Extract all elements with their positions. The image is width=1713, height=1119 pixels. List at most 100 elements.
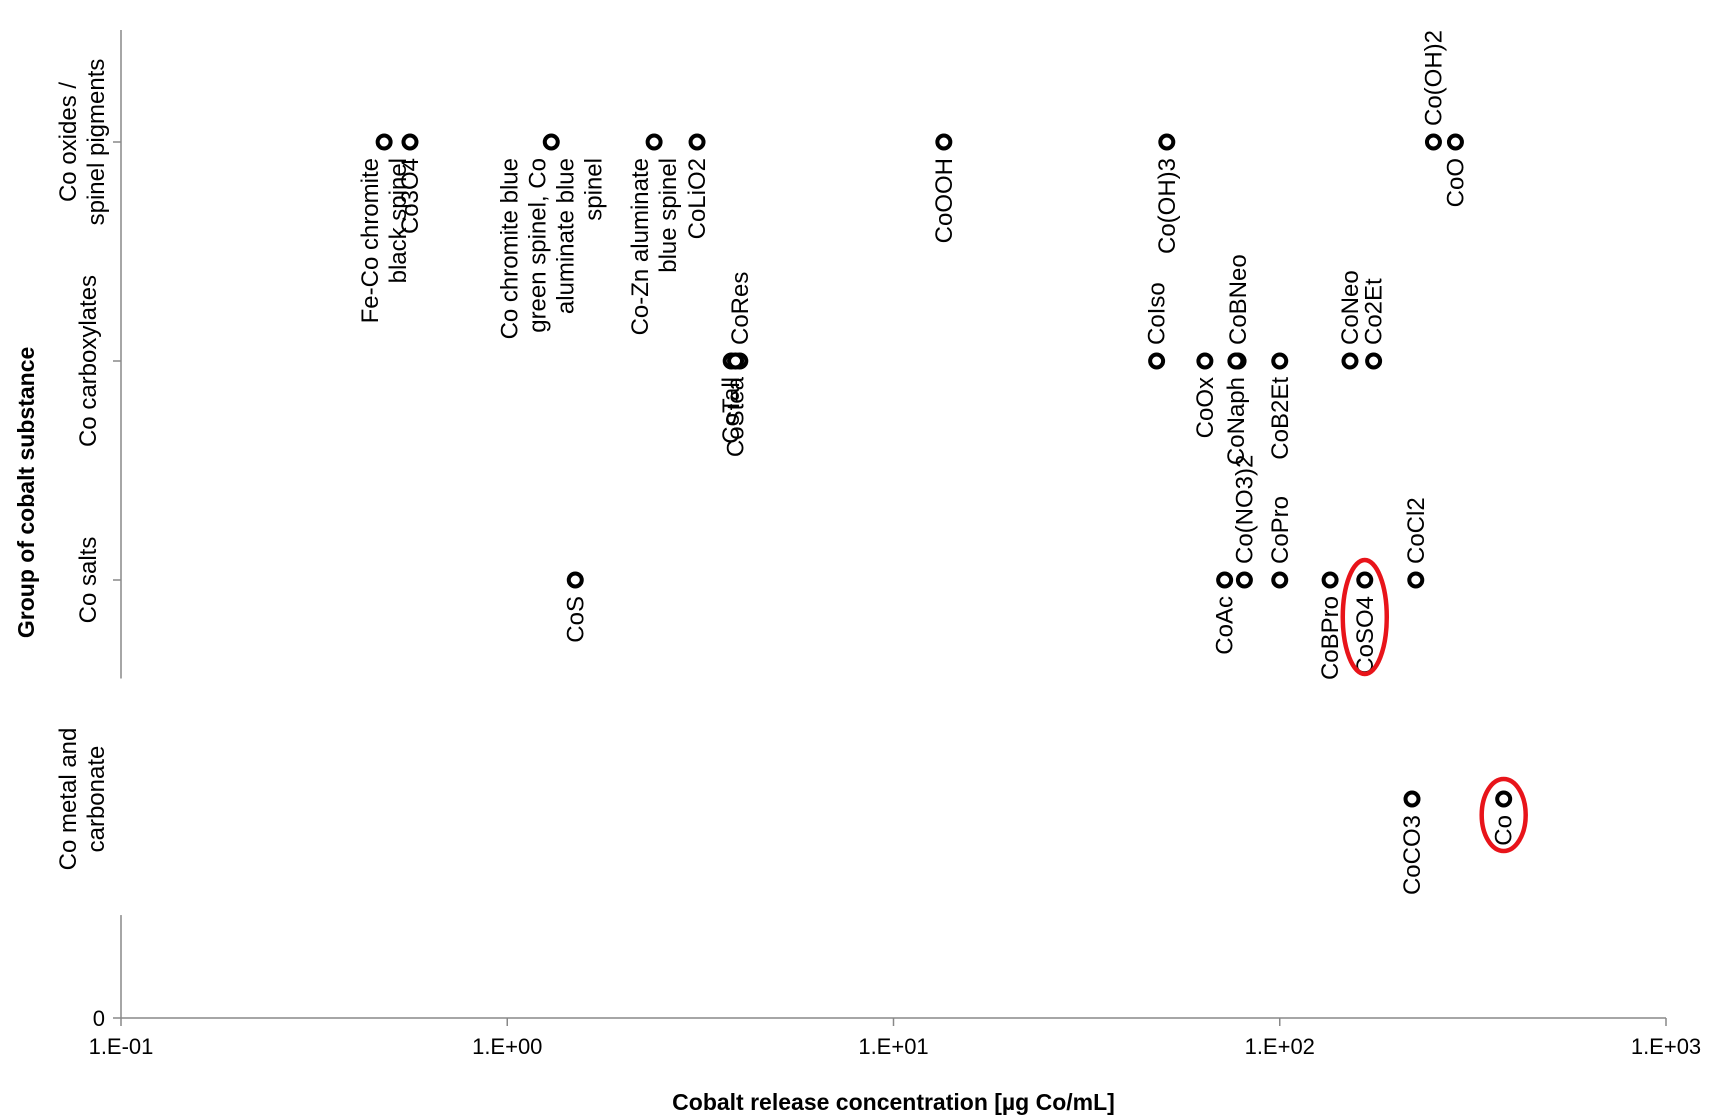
point-label-line: CoNeo xyxy=(1337,270,1364,345)
point-label-line: CoS xyxy=(562,596,589,643)
point-label: Co(OH)3 xyxy=(1154,158,1181,254)
point-label-line: green spinel, Co xyxy=(524,158,551,333)
data-point xyxy=(1216,571,1234,589)
point-label-line: CoCl2 xyxy=(1403,497,1430,564)
point-label-line: CoStea xyxy=(723,376,750,457)
point-label-line: spinel xyxy=(580,158,607,221)
highlight-ellipse xyxy=(1340,557,1390,677)
data-point xyxy=(1227,352,1245,370)
y-zero-label: 0 xyxy=(93,1006,105,1031)
point-label: Co(OH)2 xyxy=(1420,30,1447,126)
point-label: CoO xyxy=(1442,158,1469,207)
data-point xyxy=(688,133,706,151)
data-point xyxy=(1321,571,1339,589)
point-label-line: blue spinel xyxy=(655,158,682,273)
data-point xyxy=(1196,352,1214,370)
point-label-line: CoBPro xyxy=(1317,596,1344,680)
point-label-line: Co(OH)3 xyxy=(1154,158,1181,254)
point-label-line: CoNaph xyxy=(1223,377,1250,465)
point-label-line: Co2Et xyxy=(1361,278,1388,345)
point-label-line: CoO xyxy=(1442,158,1469,207)
point-label-line: Co chromite blue xyxy=(496,158,523,339)
data-point xyxy=(1407,571,1425,589)
point-label-line: Co(OH)2 xyxy=(1420,30,1447,126)
data-point xyxy=(1271,352,1289,370)
point-label: CoCl2 xyxy=(1403,497,1430,564)
data-point xyxy=(542,133,560,151)
point-label-line: CoLiO2 xyxy=(684,158,711,239)
point-label-line: CoTall xyxy=(718,377,745,444)
category-label-line: Co oxides / xyxy=(55,82,82,202)
point-label-line: Co-Zn aluminate xyxy=(627,158,654,335)
point-label: CoBNeo xyxy=(1225,254,1252,345)
point-label-line: CoAc xyxy=(1212,596,1239,655)
x-tick-label: 1.E-01 xyxy=(89,1034,154,1059)
data-point xyxy=(566,571,584,589)
data-point xyxy=(1365,352,1383,370)
data-point xyxy=(1446,133,1464,151)
point-label-line: black spinel xyxy=(385,158,412,283)
point-label-line: CoOOH xyxy=(931,158,958,243)
data-point xyxy=(401,133,419,151)
point-label-line: Fe-Co chromite xyxy=(357,158,384,323)
point-label-line: CoRes xyxy=(727,272,754,345)
data-point xyxy=(1495,790,1513,808)
data-points xyxy=(375,133,1513,808)
point-label: Fe-Co chromiteblack spinel xyxy=(357,158,412,323)
point-label: CoStea xyxy=(723,376,750,457)
category-labels: Co metal andcarbonate Co salts Co carboxyl… xyxy=(55,59,110,871)
point-label-line: CoSO4 xyxy=(1352,596,1379,675)
point-label: Co3O4 xyxy=(397,158,424,234)
category-label: Co metal andcarbonate xyxy=(55,728,110,871)
data-point xyxy=(727,352,745,370)
point-label-line: Co(NO3)2 xyxy=(1231,455,1258,564)
point-label-line: Co3O4 xyxy=(397,158,424,234)
point-label: CoIso xyxy=(1144,282,1171,345)
point-label: Co chromite bluegreen spinel, Coaluminat… xyxy=(496,158,607,339)
point-label-line: CoOx xyxy=(1192,377,1219,438)
x-axis-title: Cobalt release concentration [µg Co/mL] xyxy=(672,1089,1115,1115)
category-label: Co oxides /spinel pigments xyxy=(55,59,110,226)
point-label: CoNaph xyxy=(1223,377,1250,465)
point-label: CoTall xyxy=(718,377,745,444)
point-label-line: CoCO3 xyxy=(1399,815,1426,895)
point-label-line: Co xyxy=(1491,815,1518,846)
point-label-line: CoPro xyxy=(1267,496,1294,564)
point-label: CoSO4 xyxy=(1352,596,1379,675)
point-label-line: CoB2Et xyxy=(1267,377,1294,460)
highlight-ellipses xyxy=(1340,557,1528,854)
point-label: CoOx xyxy=(1192,377,1219,438)
point-label: CoBPro xyxy=(1317,596,1344,680)
point-label-line: aluminate blue xyxy=(552,158,579,314)
category-label-line: spinel pigments xyxy=(83,59,110,226)
x-tick-label: 1.E+03 xyxy=(1631,1034,1701,1059)
point-label: CoNeo xyxy=(1337,270,1364,345)
point-label: Co2Et xyxy=(1361,278,1388,345)
data-point xyxy=(1403,790,1421,808)
axes xyxy=(113,30,1667,1026)
point-label: CoRes xyxy=(727,272,754,345)
highlight-ellipse xyxy=(1479,776,1528,854)
category-label-line: Co metal and xyxy=(55,728,82,871)
point-label: CoCO3 xyxy=(1399,815,1426,895)
data-point xyxy=(375,133,393,151)
category-label: Co salts xyxy=(75,537,102,624)
point-label: CoLiO2 xyxy=(684,158,711,239)
point-label: Co xyxy=(1491,815,1518,846)
point-label: CoOOH xyxy=(931,158,958,243)
category-label: Co carboxylates xyxy=(75,275,102,447)
data-point xyxy=(1341,352,1359,370)
point-label: CoB2Et xyxy=(1267,377,1294,460)
data-point xyxy=(1271,571,1289,589)
data-point xyxy=(1158,133,1176,151)
category-label-line: Co salts xyxy=(75,537,102,624)
data-point xyxy=(935,133,953,151)
point-label: Co(NO3)2 xyxy=(1231,455,1258,564)
data-point xyxy=(1424,133,1442,151)
point-label: CoAc xyxy=(1212,596,1239,655)
x-tick-labels: 1.E-01 1.E+00 1.E+01 1.E+02 1.E+03 0 xyxy=(89,1006,1702,1059)
x-tick-label: 1.E+02 xyxy=(1245,1034,1315,1059)
point-label: Co-Zn aluminateblue spinel xyxy=(627,158,682,335)
